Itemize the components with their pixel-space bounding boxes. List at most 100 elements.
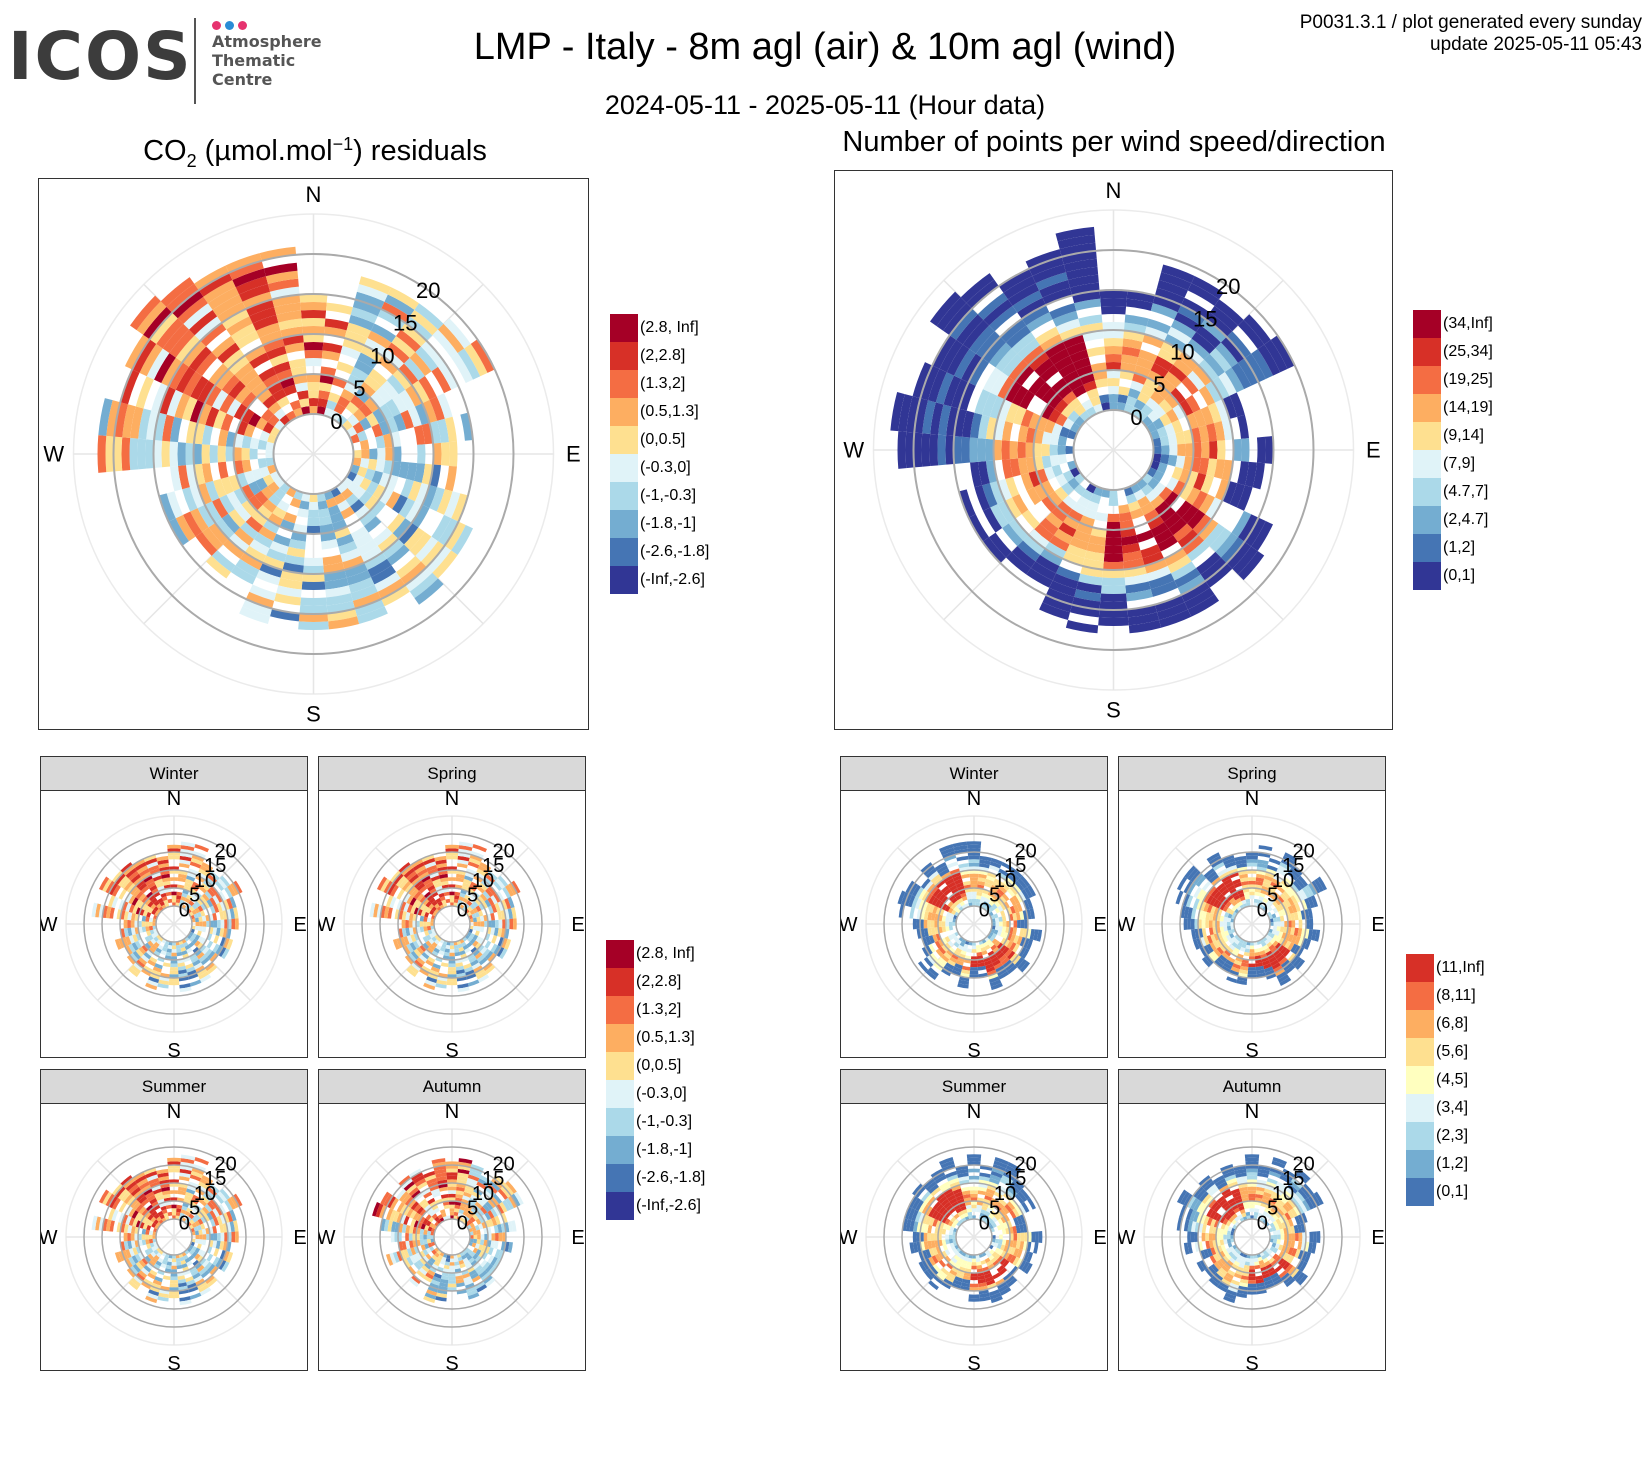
heatmap-cell: [153, 900, 160, 907]
heatmap-cell: [990, 504, 1009, 529]
heatmap-cell: [189, 861, 202, 869]
heatmap-cell: [1133, 489, 1146, 501]
legend-label: (1,2]: [1443, 539, 1476, 556]
heatmap-cell: [1187, 509, 1206, 530]
heatmap-cell: [196, 1184, 208, 1193]
heatmap-cell: [162, 1275, 171, 1281]
heatmap-cell: [1012, 290, 1043, 313]
heatmap-cell: [956, 855, 969, 862]
heatmap-cell: [477, 1234, 481, 1240]
heatmap-cell: [354, 359, 374, 376]
heatmap-cell: [234, 918, 239, 930]
heatmap-cell: [169, 970, 179, 975]
heatmap-cell: [955, 947, 962, 954]
heatmap-cell: [1295, 878, 1306, 889]
heatmap-cell: [1100, 298, 1127, 307]
heatmap-cell: [209, 1183, 220, 1194]
heatmap-cell: [939, 1157, 954, 1166]
heatmap-cell: [1209, 348, 1232, 372]
heatmap-cell: [478, 882, 488, 891]
heatmap-cell: [194, 917, 200, 923]
heatmap-cell: [1212, 1233, 1217, 1241]
compass-label: N: [1245, 1104, 1259, 1123]
heatmap-cell: [145, 982, 158, 991]
heatmap-cell: [977, 880, 986, 886]
heatmap-cell: [1049, 535, 1070, 552]
heatmap-cell: [497, 901, 505, 911]
heatmap-cell: [241, 447, 250, 461]
heatmap-cell: [268, 401, 282, 415]
heatmap-cell: [1196, 1201, 1205, 1213]
heatmap-cell: [482, 890, 491, 900]
heatmap-cell: [897, 890, 906, 905]
heatmap-cell: [1268, 1210, 1275, 1217]
heatmap-cell: [463, 1276, 472, 1283]
heatmap-cell: [1272, 949, 1281, 957]
heatmap-cell: [273, 408, 286, 421]
heatmap-cell: [170, 956, 178, 960]
heatmap-cell: [1260, 1202, 1268, 1208]
heatmap-cell: [921, 1214, 929, 1224]
heatmap-cell: [419, 895, 427, 904]
heatmap-cell: [1047, 393, 1063, 409]
heatmap-cell: [1248, 956, 1256, 960]
heatmap-cell: [456, 1282, 466, 1288]
heatmap-cell: [923, 957, 934, 968]
heatmap-cell: [143, 1167, 157, 1176]
heatmap-cell: [299, 605, 328, 614]
heatmap-cell: [1223, 962, 1233, 970]
heatmap-cell: [228, 380, 246, 399]
heatmap-cell: [218, 1203, 227, 1215]
heatmap-cell: [199, 1287, 212, 1296]
heatmap-cell: [431, 1204, 439, 1211]
heatmap-cell: [153, 1204, 161, 1211]
logo-dot: [238, 21, 247, 30]
heatmap-cell: [177, 442, 186, 466]
heatmap-cell: [1245, 1157, 1259, 1162]
heatmap-cell: [183, 1198, 191, 1205]
heatmap-cell: [1255, 965, 1265, 971]
heatmap-cell: [1207, 402, 1222, 424]
heatmap-cell: [951, 1282, 961, 1290]
heatmap-cell: [1044, 541, 1067, 559]
heatmap-cell: [188, 346, 212, 372]
heatmap-cell: [905, 1219, 912, 1232]
heatmap-cell: [454, 895, 460, 900]
heatmap-cell: [1204, 1267, 1214, 1278]
heatmap-cell: [918, 1261, 927, 1273]
speed-ring-label: 10: [370, 343, 394, 368]
speed-ring-label: 20: [492, 1153, 514, 1175]
heatmap-cell: [1297, 1274, 1309, 1286]
heatmap-cell: [270, 608, 300, 622]
heatmap-cell: [232, 880, 243, 894]
heatmap-cell: [967, 1157, 981, 1162]
heatmap-cell: [172, 941, 176, 946]
heatmap-cell: [982, 1202, 990, 1208]
heatmap-cell: [1001, 459, 1014, 479]
heatmap-cell: [484, 933, 491, 941]
heatmap-cell: [435, 944, 442, 951]
heatmap-cell: [377, 447, 386, 461]
heatmap-cell: [1287, 1218, 1294, 1227]
heatmap-cell: [1292, 1270, 1303, 1281]
heatmap-cell: [191, 938, 198, 945]
heatmap-cell: [958, 1266, 966, 1272]
heatmap-cell: [971, 895, 977, 899]
heatmap-cell: [226, 1211, 234, 1223]
heatmap-cell: [1261, 1198, 1269, 1205]
heatmap-cell: [156, 939, 162, 945]
heatmap-cell: [465, 891, 473, 898]
heatmap-cell: [169, 974, 179, 978]
heatmap-cell: [1192, 365, 1212, 386]
heatmap-cell: [209, 885, 219, 896]
heatmap-cell: [1209, 528, 1232, 552]
heatmap-cell: [408, 912, 414, 921]
heatmap-cell: [91, 902, 98, 918]
heatmap-cell: [993, 913, 999, 919]
heatmap-cell: [977, 1278, 987, 1284]
heatmap-cell: [467, 936, 473, 942]
heatmap-cell: [405, 911, 411, 921]
heatmap-cell: [430, 1235, 435, 1239]
heatmap-cell: [986, 1279, 996, 1286]
heatmap-cell: [1024, 1232, 1028, 1242]
